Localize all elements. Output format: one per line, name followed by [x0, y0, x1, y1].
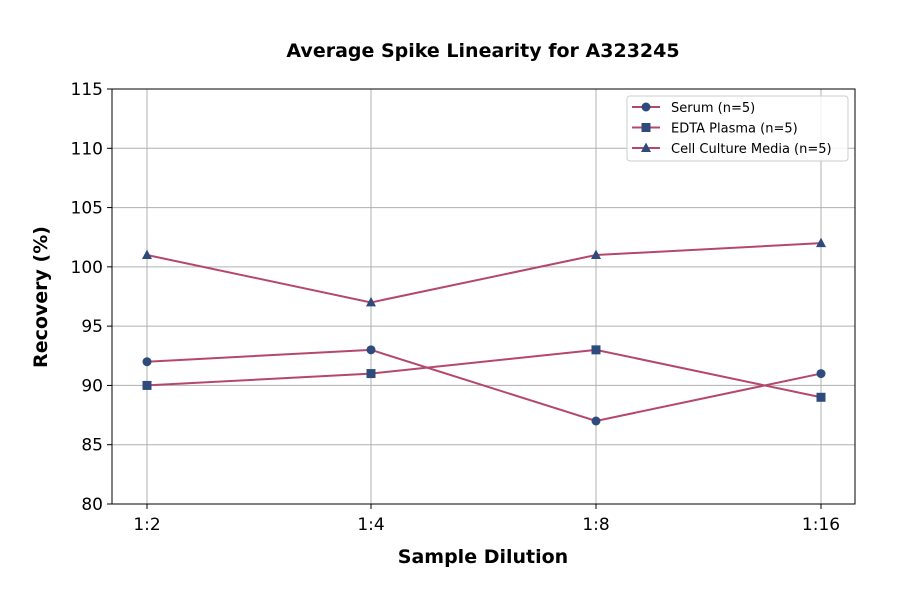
legend-label: EDTA Plasma (n=5) — [671, 122, 798, 137]
legend-box — [626, 95, 849, 162]
data-point — [366, 369, 376, 379]
y-tick-label: 100 — [71, 258, 103, 278]
y-tick-label: 95 — [81, 317, 103, 337]
y-axis-label: Recovery (%) — [30, 226, 52, 368]
data-point — [142, 249, 152, 259]
series-line — [146, 242, 822, 304]
y-tick-label: 90 — [81, 376, 103, 396]
legend-label: Cell Culture Media (n=5) — [671, 142, 832, 157]
y-tick-label: 85 — [81, 436, 103, 456]
y-tick-label: 110 — [71, 139, 103, 159]
data-point — [591, 416, 601, 426]
legend-marker — [641, 102, 651, 112]
x-tick-label: 1:2 — [133, 515, 160, 535]
series-circle — [142, 345, 826, 426]
x-axis-label: Sample Dilution — [398, 546, 568, 568]
x-tick-label: 1:4 — [357, 515, 384, 535]
data-point — [816, 237, 826, 248]
legend: Serum (n=5) EDTA Plasma (n=5) Cell Culture… — [626, 95, 849, 162]
series-line — [146, 348, 822, 423]
chart-title: Average Spike Linearity for A323245 — [286, 40, 679, 62]
data-point — [366, 345, 376, 355]
data-point — [816, 392, 826, 402]
legend-marker — [641, 123, 651, 132]
data-point — [142, 380, 152, 390]
data-point — [816, 369, 826, 379]
legend-label: Serum (n=5) — [671, 101, 755, 116]
legend-marker — [641, 142, 651, 152]
x-tick-label: 1:8 — [582, 515, 609, 535]
data-point — [142, 357, 152, 367]
series-triangle — [142, 237, 826, 307]
data-point — [591, 345, 601, 355]
data-point — [366, 296, 376, 307]
y-tick-label: 115 — [71, 80, 103, 100]
data-point — [591, 249, 601, 259]
plot-frame — [111, 88, 856, 505]
series-square — [142, 345, 826, 402]
y-tick-label: 105 — [71, 199, 103, 219]
y-tick-label: 80 — [81, 495, 103, 515]
series-line — [146, 348, 822, 399]
x-tick-label: 1:16 — [802, 515, 840, 535]
